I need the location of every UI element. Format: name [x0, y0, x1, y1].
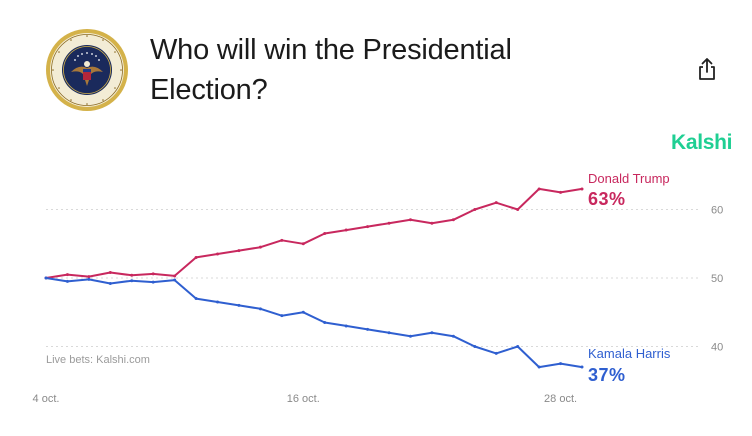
data-point — [151, 272, 155, 276]
data-point — [108, 271, 112, 275]
x-tick-label: 4 oct. — [33, 393, 60, 405]
market-title: Who will win the Presidential Election? — [150, 34, 512, 106]
data-point — [65, 279, 69, 283]
data-point — [580, 365, 584, 369]
series-line-harris — [45, 277, 583, 369]
data-point — [280, 314, 284, 318]
data-point — [473, 345, 477, 348]
data-point — [537, 365, 541, 369]
share-icon[interactable] — [694, 56, 720, 82]
data-point — [559, 362, 563, 366]
data-point — [151, 280, 155, 284]
data-point — [87, 275, 91, 279]
data-point — [559, 190, 563, 194]
data-point — [258, 245, 262, 249]
data-point — [430, 221, 434, 225]
series-percent-harris: 37% — [588, 365, 626, 385]
data-point — [430, 331, 434, 335]
data-point — [344, 324, 348, 328]
data-point — [130, 273, 134, 277]
data-point — [216, 300, 220, 304]
y-tick-50: 50 — [711, 273, 723, 285]
data-point — [537, 187, 541, 191]
data-point — [194, 255, 198, 259]
presidential-seal — [46, 29, 128, 111]
data-point — [130, 279, 134, 283]
series-label-trump: Donald Trump — [588, 171, 670, 186]
data-point — [494, 351, 498, 355]
source-label: Live bets: Kalshi.com — [46, 354, 150, 366]
data-point — [173, 274, 177, 278]
kalshi-brand: Kalshi — [671, 131, 733, 154]
data-point — [473, 208, 477, 211]
data-point — [408, 218, 412, 222]
data-point — [237, 249, 241, 253]
data-point — [65, 273, 69, 277]
series-percent-trump: 63% — [588, 189, 626, 209]
data-point — [216, 252, 220, 256]
data-point — [366, 225, 370, 229]
x-tick-label: 16 oct. — [287, 393, 320, 405]
data-point — [194, 297, 198, 301]
data-point — [87, 277, 91, 281]
data-point — [387, 331, 391, 335]
data-point — [44, 276, 48, 280]
data-point — [494, 201, 498, 205]
data-point — [258, 307, 262, 311]
data-point — [451, 218, 455, 222]
y-tick-40: 40 — [711, 342, 723, 354]
data-point — [344, 228, 348, 232]
data-point — [408, 334, 412, 338]
data-point — [516, 208, 520, 211]
data-point — [387, 221, 391, 225]
data-point — [516, 345, 520, 348]
data-point — [451, 334, 455, 338]
series-label-harris: Kamala Harris — [588, 346, 671, 361]
data-point — [280, 238, 284, 242]
series-line-trump — [45, 187, 583, 279]
y-tick-60: 60 — [711, 205, 723, 217]
data-point — [323, 321, 327, 325]
data-point — [301, 310, 305, 314]
data-point — [108, 281, 112, 285]
data-point — [301, 242, 305, 246]
data-point — [173, 278, 177, 282]
data-point — [237, 303, 241, 307]
x-tick-label: 28 oct. — [544, 393, 577, 405]
data-point — [580, 187, 584, 191]
data-point — [366, 327, 370, 331]
data-point — [323, 231, 327, 235]
